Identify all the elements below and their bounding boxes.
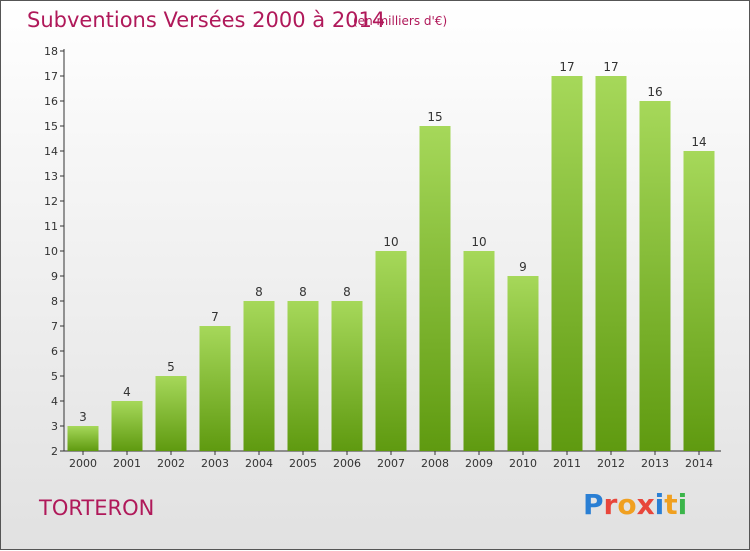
bar-value-label: 3	[79, 410, 87, 424]
x-tick-label: 2004	[245, 457, 273, 470]
bar-value-label: 15	[427, 110, 442, 124]
bar-value-label: 8	[255, 285, 263, 299]
y-tick-label: 4	[51, 395, 58, 408]
logo-letter: r	[603, 488, 618, 521]
x-tick-label: 2009	[465, 457, 493, 470]
bar	[419, 126, 451, 451]
bar-value-label: 10	[471, 235, 486, 249]
logo-letter: i	[654, 488, 665, 521]
bar	[683, 151, 715, 451]
bar	[463, 251, 495, 451]
y-tick-label: 18	[44, 45, 58, 58]
x-tick-label: 2011	[553, 457, 581, 470]
logo-letter: t	[664, 488, 678, 521]
y-tick-label: 16	[44, 95, 58, 108]
bar	[639, 101, 671, 451]
y-tick-label: 8	[51, 295, 58, 308]
y-tick-label: 15	[44, 120, 58, 133]
bar	[243, 301, 275, 451]
x-tick-label: 2003	[201, 457, 229, 470]
y-tick-label: 7	[51, 320, 58, 333]
bar-value-label: 8	[343, 285, 351, 299]
bar-value-label: 4	[123, 385, 131, 399]
bar	[67, 426, 99, 451]
x-tick-label: 2005	[289, 457, 317, 470]
bar-value-label: 17	[559, 60, 574, 74]
x-tick-label: 2007	[377, 457, 405, 470]
bar	[595, 76, 627, 451]
y-tick-label: 5	[51, 370, 58, 383]
bar-value-label: 5	[167, 360, 175, 374]
bar-value-label: 16	[647, 85, 662, 99]
bar-value-label: 7	[211, 310, 219, 324]
y-tick-label: 3	[51, 420, 58, 433]
y-tick-label: 17	[44, 70, 58, 83]
proxiti-logo: Proxiti	[583, 488, 687, 521]
y-tick-label: 11	[44, 220, 58, 233]
x-tick-label: 2001	[113, 457, 141, 470]
logo-letter: i	[677, 488, 688, 521]
bar	[287, 301, 319, 451]
x-tick-label: 2006	[333, 457, 361, 470]
logo-letter: o	[617, 488, 637, 521]
x-tick-label: 2012	[597, 457, 625, 470]
logo-letter: x	[636, 488, 655, 521]
y-tick-label: 2	[51, 445, 58, 458]
x-tick-label: 2002	[157, 457, 185, 470]
bar	[375, 251, 407, 451]
bar	[155, 376, 187, 451]
y-tick-label: 10	[44, 245, 58, 258]
x-tick-label: 2010	[509, 457, 537, 470]
x-tick-label: 2013	[641, 457, 669, 470]
y-tick-label: 9	[51, 270, 58, 283]
bar-value-label: 10	[383, 235, 398, 249]
commune-name: TORTERON	[39, 496, 155, 520]
x-tick-label: 2014	[685, 457, 713, 470]
logo-letter: P	[583, 488, 604, 521]
bar-value-label: 17	[603, 60, 618, 74]
bar	[507, 276, 539, 451]
bar-value-label: 14	[691, 135, 706, 149]
y-tick-label: 12	[44, 195, 58, 208]
bar-value-label: 8	[299, 285, 307, 299]
y-tick-label: 13	[44, 170, 58, 183]
y-tick-label: 6	[51, 345, 58, 358]
bar	[331, 301, 363, 451]
y-tick-label: 14	[44, 145, 58, 158]
x-tick-label: 2000	[69, 457, 97, 470]
chart-subtitle: (en milliers d'€)	[353, 14, 448, 28]
x-tick-label: 2008	[421, 457, 449, 470]
chart-title: Subventions Versées 2000 à 2014	[27, 8, 386, 32]
bar	[199, 326, 231, 451]
bar	[111, 401, 143, 451]
bar-value-label: 9	[519, 260, 527, 274]
bar	[551, 76, 583, 451]
